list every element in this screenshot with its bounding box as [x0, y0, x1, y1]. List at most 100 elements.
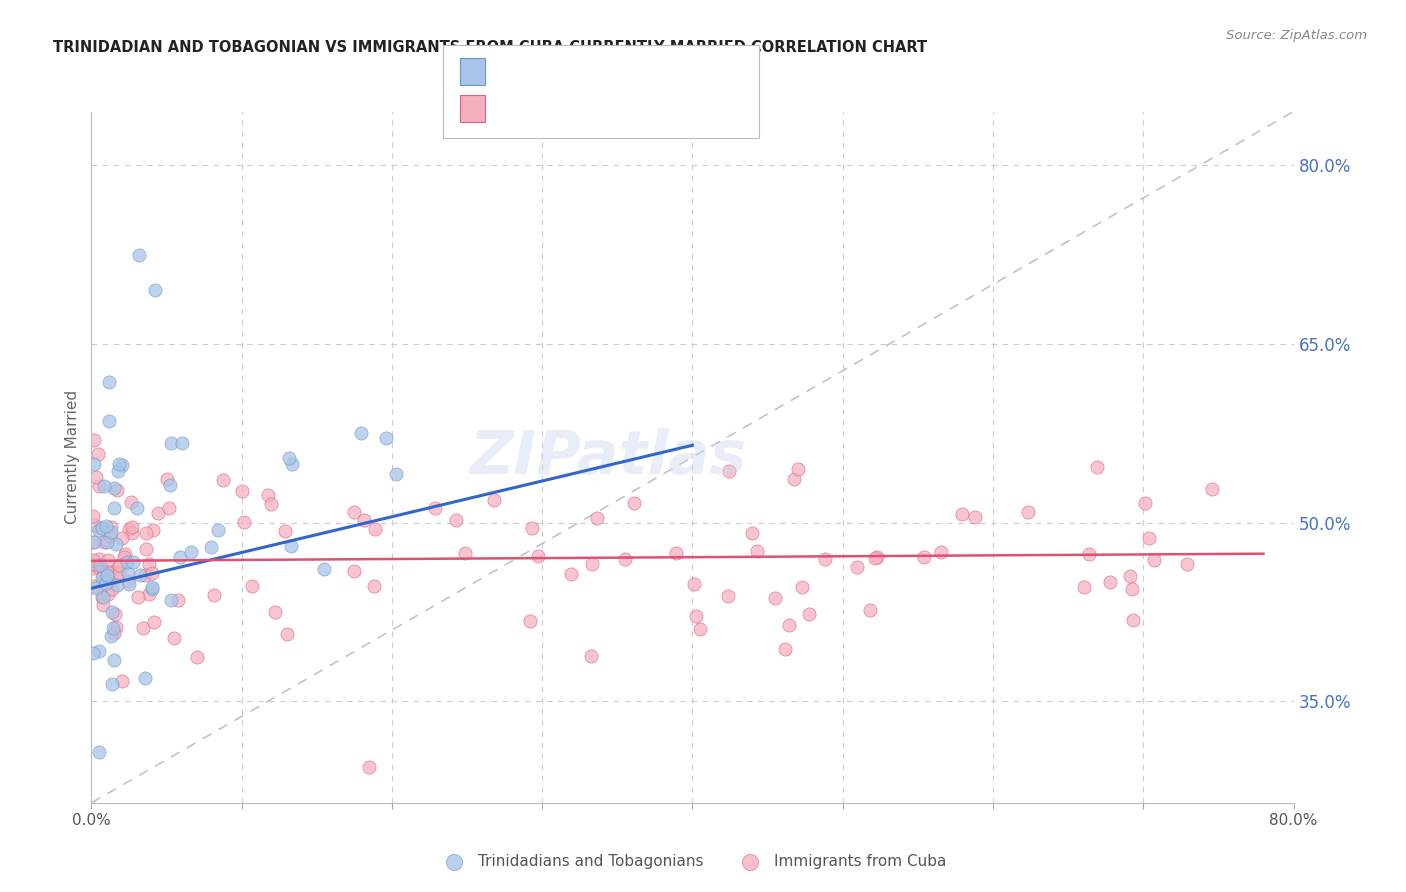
Point — [117, 566, 139, 580]
Point — [963, 510, 986, 524]
Point — [120, 495, 142, 509]
Point — [159, 436, 181, 450]
Point — [100, 520, 122, 534]
Point — [103, 481, 125, 495]
Point — [141, 580, 163, 594]
Point — [111, 674, 134, 689]
Point — [83, 561, 105, 575]
Point — [1073, 581, 1095, 595]
Point — [343, 505, 366, 519]
Point — [127, 590, 149, 604]
Point — [364, 522, 387, 536]
Point — [84, 581, 107, 595]
Text: 0.287: 0.287 — [531, 64, 579, 78]
Point — [929, 545, 952, 559]
Point — [91, 590, 114, 604]
Point — [104, 566, 127, 581]
Point — [482, 493, 505, 508]
Point — [121, 519, 143, 533]
Point — [160, 593, 183, 607]
Point — [259, 497, 281, 511]
Point — [716, 590, 738, 604]
Text: N =: N = — [591, 64, 624, 78]
Point — [141, 566, 163, 580]
Point — [1122, 613, 1144, 627]
Point — [1098, 574, 1121, 589]
Point — [1201, 482, 1223, 496]
Point — [96, 587, 118, 601]
Point — [231, 484, 253, 499]
Point — [101, 621, 124, 635]
Text: N =: N = — [591, 102, 624, 116]
Point — [82, 534, 104, 549]
Point — [101, 677, 124, 691]
Point — [103, 653, 125, 667]
Point — [93, 534, 115, 549]
Point — [108, 457, 131, 471]
Point — [202, 588, 225, 602]
Point — [98, 413, 121, 427]
Point — [135, 542, 157, 557]
Point — [859, 603, 882, 617]
Point — [83, 518, 105, 533]
Point — [527, 549, 550, 564]
Point — [1143, 553, 1166, 567]
Point — [211, 473, 233, 487]
Point — [128, 567, 150, 582]
Point — [96, 569, 118, 583]
Point — [142, 523, 165, 537]
Point — [163, 632, 186, 646]
Point — [865, 550, 887, 565]
Point — [115, 555, 138, 569]
Point — [90, 590, 112, 604]
Point — [560, 566, 582, 581]
Text: TRINIDADIAN AND TOBAGONIAN VS IMMIGRANTS FROM CUBA CURRENTLY MARRIED CORRELATION: TRINIDADIAN AND TOBAGONIAN VS IMMIGRANTS… — [53, 40, 928, 55]
Point — [773, 642, 796, 657]
Point — [111, 458, 134, 472]
Point — [96, 567, 118, 582]
Point — [90, 521, 112, 535]
Point — [280, 539, 302, 553]
Point — [792, 580, 814, 594]
Point — [97, 565, 120, 579]
Point — [623, 496, 645, 510]
Point — [359, 760, 381, 774]
Point — [797, 607, 820, 622]
Text: 58: 58 — [623, 64, 644, 78]
Point — [683, 576, 706, 591]
Point — [763, 591, 786, 605]
Point — [91, 521, 114, 535]
Point — [689, 622, 711, 636]
Point — [814, 551, 837, 566]
Point — [167, 593, 190, 607]
Point — [146, 506, 169, 520]
Point — [138, 587, 160, 601]
Point — [103, 500, 125, 515]
Text: R =: R = — [496, 102, 530, 116]
Legend: Trinidadians and Tobagonians, Immigrants from Cuba: Trinidadians and Tobagonians, Immigrants… — [433, 847, 952, 875]
Point — [114, 548, 136, 562]
Point — [444, 513, 467, 527]
Point — [787, 462, 810, 476]
Point — [207, 523, 229, 537]
Point — [87, 523, 110, 537]
Point — [614, 552, 637, 566]
Point — [170, 436, 193, 450]
Point — [581, 649, 603, 664]
Point — [423, 501, 446, 516]
Point — [159, 478, 181, 492]
Point — [1085, 459, 1108, 474]
Point — [135, 526, 157, 541]
Text: 125: 125 — [623, 102, 655, 116]
Point — [783, 472, 806, 486]
Point — [1078, 547, 1101, 561]
Point — [107, 558, 129, 572]
Point — [86, 559, 108, 574]
Point — [87, 745, 110, 759]
Point — [363, 579, 385, 593]
Point — [128, 247, 150, 261]
Point — [665, 546, 688, 560]
Y-axis label: Currently Married: Currently Married — [65, 390, 80, 524]
Point — [585, 511, 607, 525]
Point — [343, 564, 366, 578]
